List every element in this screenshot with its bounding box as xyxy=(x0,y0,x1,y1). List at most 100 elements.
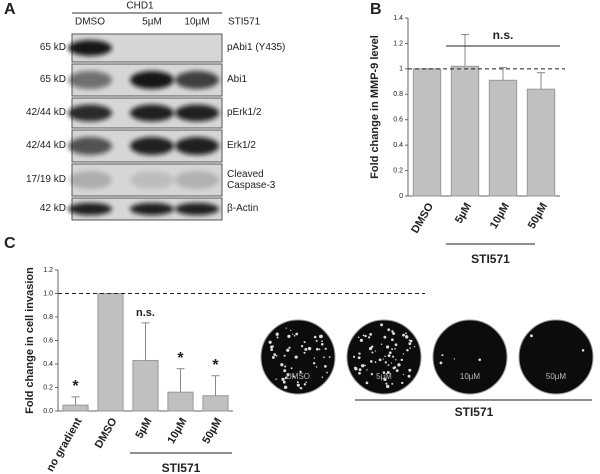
blot-size: 42/44 kD xyxy=(25,107,66,118)
cell xyxy=(328,356,331,358)
cell xyxy=(393,366,397,369)
cell xyxy=(413,346,416,348)
cell xyxy=(370,373,373,376)
blot-band xyxy=(130,171,174,189)
bar-label: * xyxy=(177,350,184,367)
cell xyxy=(271,355,275,359)
cell xyxy=(382,358,384,360)
blot-band xyxy=(68,40,112,56)
cell xyxy=(352,355,356,358)
cell xyxy=(286,373,290,377)
bar xyxy=(450,65,480,197)
cell xyxy=(395,359,397,361)
cell xyxy=(326,371,328,374)
micrograph-label: DMSO xyxy=(286,372,310,381)
micrograph xyxy=(346,319,422,395)
cell xyxy=(382,371,386,374)
cell xyxy=(303,341,306,344)
cell xyxy=(395,369,399,373)
cell xyxy=(280,363,284,367)
x-tick-label: 10µM xyxy=(488,201,512,231)
blot-band xyxy=(68,171,112,189)
cell xyxy=(369,360,373,363)
cell xyxy=(296,383,300,387)
blot-band xyxy=(175,137,219,155)
y-tick-label: 0.2 xyxy=(43,384,53,391)
cell xyxy=(282,380,286,384)
bar-label: n.s. xyxy=(136,307,155,319)
bar xyxy=(167,391,194,412)
cell xyxy=(365,381,369,385)
y-tick-label: 1.4 xyxy=(393,15,403,22)
y-tick-label: 1.0 xyxy=(43,290,53,297)
micrograph xyxy=(518,319,594,395)
cell xyxy=(276,336,279,339)
cell xyxy=(299,370,302,374)
cell xyxy=(283,354,286,357)
cell xyxy=(394,343,398,347)
cell xyxy=(406,348,409,352)
cell xyxy=(439,361,443,365)
blot-band xyxy=(130,202,174,216)
cell xyxy=(313,335,317,339)
y-tick-label: 0.8 xyxy=(43,314,53,321)
blot-title: CHD1 xyxy=(126,1,154,12)
lane-label: 5µM xyxy=(142,17,162,28)
lane-label: DMSO xyxy=(75,17,105,28)
x-tick-label: DMSO xyxy=(93,416,120,451)
cell xyxy=(288,346,291,349)
cell xyxy=(284,365,287,368)
cell xyxy=(391,382,394,385)
cell xyxy=(397,363,401,367)
cell xyxy=(364,334,367,338)
cell xyxy=(304,347,308,351)
cell xyxy=(290,329,292,332)
cell xyxy=(299,387,302,389)
cell xyxy=(366,369,368,371)
panel-label: C xyxy=(4,235,16,252)
cell xyxy=(315,366,318,368)
panel-label: B xyxy=(370,1,382,18)
y-tick-label: 0.6 xyxy=(43,337,53,344)
cell xyxy=(391,330,394,333)
x-tick-label: 50µM xyxy=(526,201,550,231)
cell xyxy=(400,358,403,362)
cell xyxy=(374,361,377,364)
blot-band xyxy=(175,171,219,189)
cell xyxy=(320,342,324,346)
x-tick-label: 50µM xyxy=(200,416,224,446)
cell xyxy=(374,350,377,352)
cell xyxy=(394,347,396,350)
cell xyxy=(315,339,318,342)
cell xyxy=(357,336,360,339)
cell xyxy=(402,373,405,376)
cell xyxy=(364,364,366,367)
group-label: STI571 xyxy=(455,405,494,419)
cell xyxy=(385,345,390,349)
cell xyxy=(270,348,273,352)
x-tick-label: 5µM xyxy=(453,201,474,226)
cell xyxy=(402,333,405,337)
cell xyxy=(408,368,412,372)
cell xyxy=(368,346,373,351)
bar xyxy=(202,395,229,412)
cell xyxy=(370,345,374,349)
cell xyxy=(283,385,288,390)
blot-size: 42/44 kD xyxy=(25,140,66,151)
bar-label: * xyxy=(212,357,219,374)
bar xyxy=(526,88,556,197)
cell xyxy=(290,367,293,370)
cell xyxy=(409,347,411,349)
micrograph-label: 10µM xyxy=(460,372,481,381)
cell xyxy=(362,334,365,337)
cell xyxy=(358,352,361,355)
cell xyxy=(275,355,278,357)
cell xyxy=(275,332,279,336)
cell xyxy=(371,351,374,354)
blot-size: 42 kD xyxy=(39,203,66,214)
blot-band xyxy=(68,137,112,155)
cell xyxy=(402,353,405,355)
blot-band xyxy=(130,104,174,122)
